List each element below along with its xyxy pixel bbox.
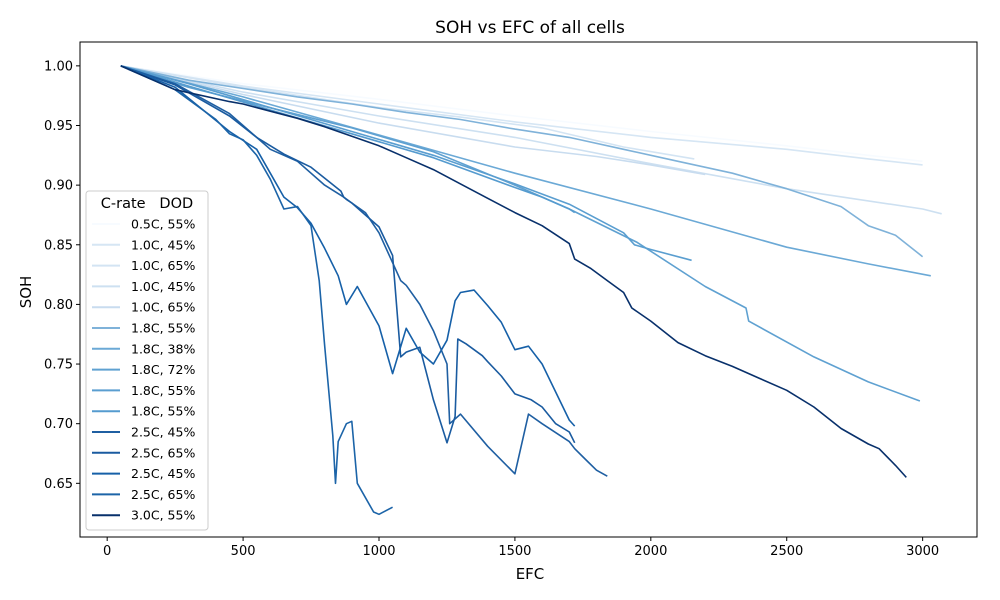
series-line-3 (120, 65, 695, 160)
series-line-5 (120, 65, 706, 176)
series-line-10 (120, 65, 576, 214)
y-tick-label: 0.80 (44, 298, 73, 313)
series-line-11 (120, 65, 608, 477)
x-tick-label: 2000 (634, 544, 667, 559)
plot-area (79, 41, 978, 538)
legend-entry-label: 1.8C, 55% (131, 404, 195, 419)
y-tick-label: 0.85 (44, 238, 73, 253)
y-tick-label: 1.00 (44, 59, 73, 74)
y-axis: 0.65 0.70 0.75 0.80 0.85 0.90 0.95 1.00 (44, 59, 80, 492)
plot-frame (79, 41, 978, 538)
series-line-8 (120, 65, 921, 402)
legend-entry-label: 2.5C, 65% (131, 487, 195, 502)
legend-entry-label: 2.5C, 45% (131, 466, 195, 481)
legend-title: C-rate DOD (101, 196, 193, 212)
legend-entry-label: 1.0C, 65% (131, 300, 195, 315)
y-tick-label: 0.75 (44, 358, 73, 373)
x-tick-label: 1000 (362, 544, 395, 559)
legend-entry-label: 1.0C, 45% (131, 237, 195, 252)
y-axis-label: SOH (17, 276, 35, 309)
series-line-14 (120, 65, 393, 516)
legend-entry-label: 0.5C, 55% (131, 217, 195, 232)
x-tick-label: 3000 (906, 544, 939, 559)
legend-entry-label: 1.0C, 65% (131, 258, 195, 273)
series-line-6 (120, 65, 924, 258)
series-line-12 (120, 65, 576, 444)
legend: C-rate DOD 0.5C, 55% 1.0C, 45% 1.0C, 65% 1.… (85, 190, 209, 531)
x-axis-label: EFC (516, 565, 545, 583)
series-line-4 (120, 65, 942, 215)
series-line-2 (120, 65, 923, 166)
series-line-1 (120, 65, 923, 163)
y-tick-label: 0.95 (44, 119, 73, 134)
x-tick-label: 0 (103, 544, 111, 559)
legend-items: 0.5C, 55% 1.0C, 45% 1.0C, 65% 1.0C, 45% 1.0C… (92, 217, 195, 523)
plot-background (80, 42, 977, 537)
legend-entry-label: 1.0C, 45% (131, 279, 195, 294)
chart-title: SOH vs EFC of all cells (435, 18, 625, 38)
legend-entry-label: 1.8C, 72% (131, 362, 195, 377)
x-axis: 0 500 1000 1500 2000 2500 3000 (103, 537, 939, 559)
legend-entry-label: 1.8C, 38% (131, 341, 195, 356)
y-tick-label: 0.90 (44, 179, 73, 194)
series-line-13 (120, 65, 576, 427)
series-line-9 (120, 65, 692, 262)
y-tick-label: 0.70 (44, 417, 73, 432)
series-line-15 (120, 65, 907, 478)
x-tick-label: 1500 (498, 544, 531, 559)
series-line-7 (120, 65, 931, 277)
x-tick-label: 2500 (770, 544, 803, 559)
x-tick-label: 500 (231, 544, 256, 559)
legend-entry-label: 1.8C, 55% (131, 383, 195, 398)
legend-entry-label: 1.8C, 55% (131, 321, 195, 336)
y-tick-label: 0.65 (44, 477, 73, 492)
legend-frame (85, 190, 209, 531)
legend-entry-label: 3.0C, 55% (131, 508, 195, 523)
legend-entry-label: 2.5C, 45% (131, 425, 195, 440)
legend-entry-label: 2.5C, 65% (131, 445, 195, 460)
